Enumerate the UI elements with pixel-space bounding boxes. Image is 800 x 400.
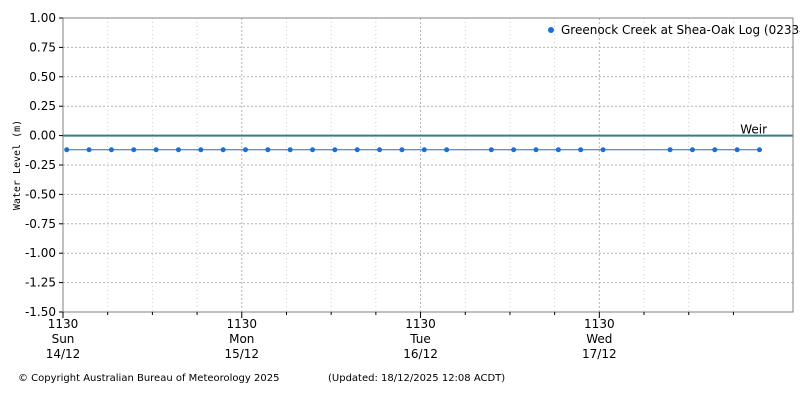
x-tick-label: 17/12: [582, 347, 617, 361]
x-tick-label: Wed: [586, 332, 612, 346]
data-point: [444, 147, 450, 153]
x-tick-label: Tue: [409, 332, 431, 346]
y-tick-label: -0.50: [25, 187, 56, 201]
data-point: [600, 147, 606, 153]
x-tick-label: Sun: [52, 332, 75, 346]
data-point: [175, 147, 181, 153]
data-point: [578, 147, 584, 153]
data-point: [511, 147, 517, 153]
y-axis: 1.00 0.75 0.50 0.25 0.00 -0.25 -0.50 -0.75 -1.00…: [25, 11, 63, 319]
data-point: [153, 147, 159, 153]
legend-label: Greenock Creek at Shea-Oak Log (023348): [561, 23, 800, 37]
weir-label: Weir: [740, 123, 767, 137]
data-point: [488, 147, 494, 153]
data-point: [131, 147, 137, 153]
data-point: [332, 147, 338, 153]
data-point: [220, 147, 226, 153]
x-tick-label: 1130: [405, 317, 436, 331]
data-point: [287, 147, 293, 153]
legend: Greenock Creek at Shea-Oak Log (023348): [548, 23, 800, 37]
y-axis-label: Water Level (m): [12, 120, 23, 210]
data-point: [667, 147, 673, 153]
data-point: [555, 147, 561, 153]
y-tick-label: 1.00: [29, 11, 56, 25]
data-point: [689, 147, 695, 153]
data-point: [377, 147, 383, 153]
x-axis: 1130Sun14/121130Mon15/121130Tue16/121130…: [46, 312, 734, 361]
y-tick-label: 0.50: [29, 70, 56, 84]
y-tick-label: -1.00: [25, 246, 56, 260]
data-point: [712, 147, 718, 153]
data-point: [734, 147, 740, 153]
x-tick-label: 1130: [584, 317, 615, 331]
data-point: [310, 147, 316, 153]
data-point: [399, 147, 405, 153]
x-tick-label: 1130: [48, 317, 79, 331]
y-tick-label: -0.75: [25, 217, 56, 231]
y-tick-label: 0.75: [29, 40, 56, 54]
data-point: [421, 147, 427, 153]
y-tick-label: -0.25: [25, 158, 56, 172]
grid-lines: [63, 17, 793, 313]
x-tick-label: 16/12: [403, 347, 438, 361]
x-tick-label: 1130: [227, 317, 258, 331]
data-point: [533, 147, 539, 153]
data-point: [108, 147, 114, 153]
updated-text: (Updated: 18/12/2025 12:08 ACDT): [328, 373, 506, 384]
x-tick-label: 15/12: [224, 347, 259, 361]
y-tick-label: -1.50: [25, 305, 56, 319]
legend-marker: [548, 27, 554, 33]
y-tick-label: 0.00: [29, 129, 56, 143]
series-group: [64, 147, 762, 153]
x-tick-label: Mon: [229, 332, 254, 346]
y-tick-label: -1.25: [25, 276, 56, 290]
data-point: [354, 147, 360, 153]
data-point: [756, 147, 762, 153]
data-point: [198, 147, 204, 153]
data-point: [64, 147, 70, 153]
water-level-chart: 1.00 0.75 0.50 0.25 0.00 -0.25 -0.50 -0.75 -1.00…: [12, 11, 800, 361]
copyright-text: © Copyright Australian Bureau of Meteoro…: [18, 373, 280, 384]
data-point: [242, 147, 248, 153]
y-tick-label: 0.25: [29, 99, 56, 113]
data-point: [265, 147, 271, 153]
x-tick-label: 14/12: [46, 347, 81, 361]
data-point: [86, 147, 92, 153]
